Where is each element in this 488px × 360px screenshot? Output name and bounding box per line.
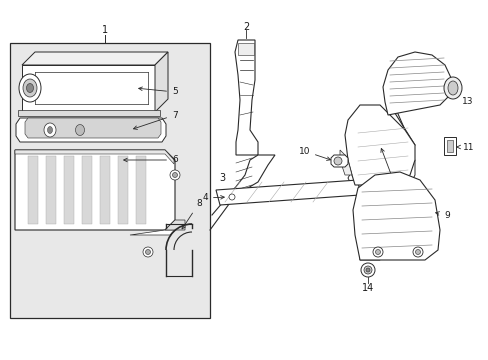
Text: 5: 5 (139, 87, 177, 96)
Text: 3: 3 (219, 173, 224, 183)
Polygon shape (130, 230, 175, 235)
Bar (10, 43, 209, 318)
Polygon shape (136, 156, 146, 224)
Polygon shape (28, 156, 38, 224)
Polygon shape (25, 118, 161, 138)
Polygon shape (345, 105, 414, 185)
Circle shape (360, 263, 374, 277)
Text: 12: 12 (380, 148, 401, 191)
Polygon shape (64, 156, 74, 224)
Polygon shape (15, 150, 175, 230)
Circle shape (172, 172, 177, 177)
Text: 10: 10 (298, 147, 330, 160)
Ellipse shape (26, 84, 34, 93)
Text: 14: 14 (361, 283, 373, 293)
Polygon shape (118, 156, 128, 224)
Circle shape (375, 249, 380, 255)
Polygon shape (22, 52, 168, 65)
Circle shape (363, 266, 371, 274)
Polygon shape (22, 65, 155, 112)
Circle shape (170, 170, 180, 180)
Ellipse shape (443, 77, 461, 99)
Ellipse shape (447, 81, 457, 95)
Polygon shape (382, 52, 451, 115)
Bar (446, 140, 452, 152)
Text: 8: 8 (182, 199, 202, 229)
Ellipse shape (19, 74, 41, 102)
Polygon shape (352, 172, 439, 260)
Circle shape (145, 249, 150, 255)
Polygon shape (82, 156, 92, 224)
Ellipse shape (47, 126, 52, 134)
Bar (443, 137, 455, 155)
Bar (238, 43, 253, 55)
Polygon shape (15, 150, 174, 164)
Text: 13: 13 (451, 85, 472, 106)
Circle shape (415, 249, 420, 255)
Circle shape (372, 247, 382, 257)
Polygon shape (235, 40, 258, 155)
Polygon shape (100, 156, 110, 224)
Text: 7: 7 (133, 111, 177, 129)
Ellipse shape (44, 123, 56, 137)
Circle shape (228, 194, 235, 200)
Circle shape (333, 157, 341, 165)
Polygon shape (164, 220, 184, 230)
Polygon shape (16, 118, 165, 142)
Text: 6: 6 (123, 156, 177, 165)
Text: 2: 2 (243, 22, 248, 32)
Polygon shape (46, 156, 56, 224)
Polygon shape (18, 110, 160, 116)
Circle shape (412, 247, 422, 257)
Text: 11: 11 (456, 143, 473, 152)
Text: 4: 4 (202, 194, 224, 202)
Polygon shape (354, 205, 379, 260)
Polygon shape (330, 155, 347, 167)
Polygon shape (347, 160, 414, 198)
Circle shape (142, 247, 153, 257)
Polygon shape (155, 52, 168, 112)
Polygon shape (231, 155, 274, 200)
Ellipse shape (75, 125, 84, 135)
Polygon shape (339, 150, 351, 175)
Ellipse shape (23, 79, 37, 97)
Text: 9: 9 (435, 211, 449, 220)
Text: 1: 1 (102, 25, 108, 35)
Circle shape (365, 268, 369, 272)
Polygon shape (216, 180, 359, 205)
